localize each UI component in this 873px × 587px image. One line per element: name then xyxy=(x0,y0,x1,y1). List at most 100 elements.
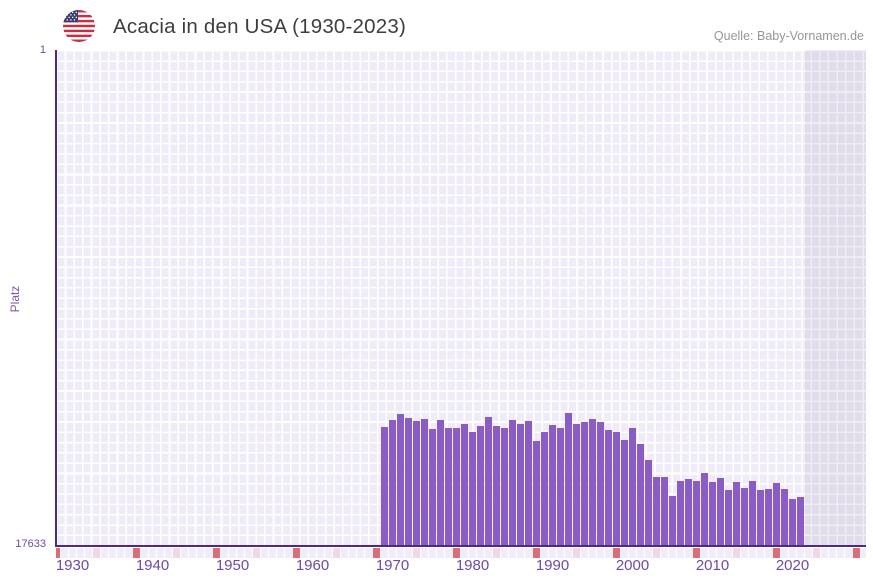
bar-2004[interactable] xyxy=(661,476,668,545)
year-cell-2009 xyxy=(700,547,708,558)
bar-1989[interactable] xyxy=(541,431,548,545)
plot-area xyxy=(56,50,866,545)
year-cell-1943 xyxy=(172,547,180,558)
bar-2019[interactable] xyxy=(781,488,788,545)
year-cell-1960 xyxy=(308,547,316,558)
year-cell-1976 xyxy=(436,547,444,558)
bar-2008[interactable] xyxy=(693,481,700,545)
year-cell-2017 xyxy=(764,547,772,558)
bar-1992[interactable] xyxy=(565,412,572,545)
bar-1971[interactable] xyxy=(397,413,404,545)
source-credit: Quelle: Baby-Vornamen.de xyxy=(713,29,864,43)
bar-1969[interactable] xyxy=(381,427,388,545)
bar-1993[interactable] xyxy=(573,423,580,545)
bar-1972[interactable] xyxy=(405,418,412,545)
bar-2014[interactable] xyxy=(741,487,748,545)
year-cell-1953 xyxy=(252,547,260,558)
year-cell-2029 xyxy=(860,547,866,558)
year-cell-2021 xyxy=(796,547,804,558)
year-cell-1978 xyxy=(452,547,460,558)
bar-1973[interactable] xyxy=(413,420,420,545)
bar-2015[interactable] xyxy=(749,481,756,545)
year-cell-1982 xyxy=(484,547,492,558)
bar-1974[interactable] xyxy=(421,419,428,545)
year-cell-1994 xyxy=(580,547,588,558)
bar-1997[interactable] xyxy=(605,429,612,545)
year-cell-1951 xyxy=(236,547,244,558)
bar-2007[interactable] xyxy=(685,479,692,545)
bar-1986[interactable] xyxy=(517,423,524,545)
bar-1982[interactable] xyxy=(485,417,492,545)
bar-2006[interactable] xyxy=(677,481,684,545)
bar-1979[interactable] xyxy=(461,423,468,545)
year-cell-1999 xyxy=(620,547,628,558)
year-cell-1955 xyxy=(268,547,276,558)
bar-1985[interactable] xyxy=(509,419,516,545)
year-cell-2027 xyxy=(844,547,852,558)
year-cell-1958 xyxy=(292,547,300,558)
bar-1978[interactable] xyxy=(453,427,460,545)
bar-1984[interactable] xyxy=(501,427,508,545)
year-cell-1989 xyxy=(540,547,548,558)
year-cell-1990 xyxy=(548,547,556,558)
y-axis-line xyxy=(55,50,57,546)
bar-1977[interactable] xyxy=(445,427,452,545)
bar-1987[interactable] xyxy=(525,420,532,545)
bar-1994[interactable] xyxy=(581,421,588,545)
bar-1983[interactable] xyxy=(493,426,500,545)
bar-2011[interactable] xyxy=(717,478,724,545)
year-cell-1971 xyxy=(396,547,404,558)
bar-2001[interactable] xyxy=(637,444,644,545)
year-cell-1954 xyxy=(260,547,268,558)
bar-2003[interactable] xyxy=(653,476,660,545)
us-flag-icon xyxy=(63,10,95,42)
year-cell-2002 xyxy=(644,547,652,558)
bar-2012[interactable] xyxy=(725,490,732,545)
bar-2002[interactable] xyxy=(645,459,652,545)
bar-1990[interactable] xyxy=(549,424,556,545)
year-cell-2004 xyxy=(660,547,668,558)
bar-1988[interactable] xyxy=(533,440,540,545)
bar-1999[interactable] xyxy=(621,439,628,545)
bar-2009[interactable] xyxy=(701,473,708,545)
bar-1995[interactable] xyxy=(589,419,596,545)
year-cell-1979 xyxy=(460,547,468,558)
bar-1991[interactable] xyxy=(557,427,564,545)
year-cell-1981 xyxy=(476,547,484,558)
year-cell-2003 xyxy=(652,547,660,558)
bar-1996[interactable] xyxy=(597,421,604,545)
year-cell-1986 xyxy=(516,547,524,558)
bar-2013[interactable] xyxy=(733,481,740,545)
year-cell-2024 xyxy=(820,547,828,558)
year-cell-2019 xyxy=(780,547,788,558)
year-cell-1995 xyxy=(588,547,596,558)
year-cell-1959 xyxy=(300,547,308,558)
bar-1975[interactable] xyxy=(429,428,436,545)
bar-2000[interactable] xyxy=(629,427,636,545)
x-tick-1940: 1940 xyxy=(135,557,170,574)
year-cell-2015 xyxy=(748,547,756,558)
x-tick-1960: 1960 xyxy=(295,557,330,574)
x-tick-2010: 2010 xyxy=(695,557,730,574)
bar-2016[interactable] xyxy=(757,490,764,545)
year-cell-1952 xyxy=(244,547,252,558)
bar-1998[interactable] xyxy=(613,432,620,545)
bar-1981[interactable] xyxy=(477,426,484,545)
bar-2017[interactable] xyxy=(765,489,772,545)
bar-2010[interactable] xyxy=(709,482,716,545)
bar-1980[interactable] xyxy=(469,431,476,545)
bar-2018[interactable] xyxy=(773,482,780,545)
bar-1970[interactable] xyxy=(389,419,396,545)
bar-1976[interactable] xyxy=(437,419,444,545)
year-cell-2028 xyxy=(852,547,860,558)
y-tick-bottom: 17633 xyxy=(15,538,46,550)
year-cell-1948 xyxy=(212,547,220,558)
bar-2020[interactable] xyxy=(789,498,796,545)
year-cell-1939 xyxy=(140,547,148,558)
bar-2005[interactable] xyxy=(669,495,676,545)
x-axis-line xyxy=(55,545,866,547)
year-cell-2018 xyxy=(772,547,780,558)
bar-2021[interactable] xyxy=(797,497,804,545)
year-marker-strip xyxy=(56,547,866,558)
